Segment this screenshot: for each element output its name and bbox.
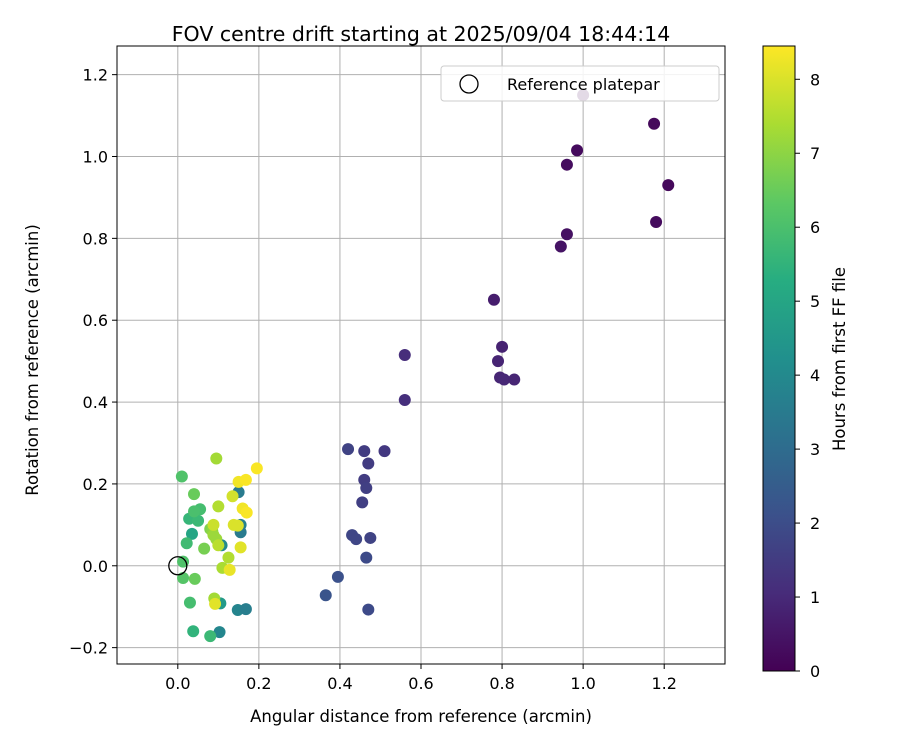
colorbar-tick-label: 5 bbox=[810, 292, 820, 311]
data-point bbox=[188, 572, 201, 585]
x-tick-label: 0.0 bbox=[165, 674, 190, 693]
data-point bbox=[398, 349, 411, 361]
data-point bbox=[650, 215, 663, 228]
data-point bbox=[250, 462, 263, 475]
colorbar-label: Hours from first FF file bbox=[830, 267, 849, 451]
data-point bbox=[183, 596, 196, 609]
data-point bbox=[239, 603, 252, 616]
data-point bbox=[648, 117, 661, 130]
grid-lines bbox=[117, 46, 725, 664]
data-point bbox=[362, 457, 375, 470]
data-point bbox=[398, 394, 411, 407]
data-point bbox=[350, 533, 363, 546]
data-point bbox=[560, 158, 573, 171]
data-point bbox=[226, 490, 239, 503]
data-point bbox=[342, 443, 355, 456]
data-point bbox=[571, 144, 584, 157]
y-tick-label: 1.0 bbox=[83, 148, 108, 167]
data-point bbox=[662, 179, 675, 192]
chart-title: FOV centre drift starting at 2025/09/04 … bbox=[172, 22, 671, 46]
y-tick-label: −0.2 bbox=[69, 639, 108, 658]
data-point bbox=[231, 519, 244, 532]
y-tick-label: 0.2 bbox=[83, 475, 108, 494]
data-point bbox=[180, 537, 193, 550]
x-tick-label: 1.2 bbox=[651, 674, 676, 693]
data-point bbox=[185, 527, 198, 540]
legend: Reference platepar bbox=[440, 65, 720, 102]
data-point bbox=[187, 625, 200, 638]
data-point bbox=[177, 555, 190, 568]
legend-label: Reference platepar bbox=[507, 75, 660, 94]
colorbar-tick-label: 4 bbox=[810, 366, 820, 385]
data-point bbox=[360, 551, 373, 564]
data-point bbox=[487, 293, 500, 306]
data-point bbox=[239, 473, 252, 486]
colorbar-tick-label: 1 bbox=[810, 588, 820, 607]
data-point bbox=[560, 228, 573, 241]
colorbar-tick-label: 3 bbox=[810, 440, 820, 459]
y-tick-label: 0.8 bbox=[83, 229, 108, 248]
reference-platepar-marker bbox=[168, 556, 188, 576]
data-points bbox=[175, 89, 675, 643]
colorbar bbox=[762, 45, 796, 672]
colorbar-ticks: 0 1 2 3 4 5 6 7 8 bbox=[795, 70, 820, 681]
data-point bbox=[234, 541, 247, 554]
data-point bbox=[192, 514, 205, 527]
data-point bbox=[212, 500, 225, 513]
x-axis-label: Angular distance from reference (arcmin) bbox=[250, 707, 592, 726]
x-tick-label: 0.8 bbox=[489, 674, 514, 693]
data-point bbox=[356, 496, 369, 509]
data-point bbox=[188, 505, 201, 518]
data-point bbox=[222, 551, 235, 564]
colorbar-tick-label: 0 bbox=[810, 662, 820, 681]
x-tick-label: 0.4 bbox=[327, 674, 352, 693]
legend-box bbox=[440, 65, 720, 102]
data-point bbox=[188, 488, 201, 501]
y-tick-label: 1.2 bbox=[83, 66, 108, 85]
colorbar-tick-label: 6 bbox=[810, 218, 820, 237]
y-axis-label: Rotation from reference (arcmin) bbox=[23, 224, 42, 496]
y-tick-label: 0.4 bbox=[83, 393, 108, 412]
reference-marker bbox=[168, 556, 188, 576]
data-point bbox=[362, 603, 375, 616]
colorbar-tick-label: 7 bbox=[810, 144, 820, 163]
data-point bbox=[496, 340, 509, 353]
data-point bbox=[223, 563, 236, 576]
data-point bbox=[213, 626, 226, 639]
data-point bbox=[358, 445, 371, 458]
data-point bbox=[508, 373, 521, 386]
colorbar-tick-label: 8 bbox=[810, 70, 820, 89]
data-point bbox=[492, 355, 505, 368]
data-point bbox=[210, 452, 223, 465]
data-point bbox=[554, 240, 567, 253]
x-tick-label: 1.0 bbox=[570, 674, 595, 693]
data-point bbox=[360, 482, 373, 495]
y-tick-label: 0.6 bbox=[83, 311, 108, 330]
data-point bbox=[204, 630, 217, 643]
colorbar-tick-label: 2 bbox=[810, 514, 820, 533]
data-point bbox=[364, 531, 377, 544]
data-point bbox=[175, 470, 188, 483]
data-point bbox=[378, 445, 391, 458]
data-point bbox=[209, 597, 222, 610]
data-point bbox=[198, 542, 211, 555]
x-axis-ticks: 0.0 0.2 0.4 0.6 0.8 1.0 1.2 bbox=[165, 664, 677, 693]
x-tick-label: 0.6 bbox=[408, 674, 433, 693]
data-point bbox=[212, 539, 225, 552]
data-point bbox=[331, 570, 344, 583]
data-point bbox=[319, 589, 332, 602]
y-tick-label: 0.0 bbox=[83, 557, 108, 576]
data-point bbox=[207, 518, 220, 531]
data-point bbox=[498, 373, 511, 386]
y-axis-ticks: −0.2 0.0 0.2 0.4 0.6 0.8 1.0 1.2 bbox=[69, 66, 117, 658]
data-point bbox=[240, 506, 253, 519]
legend-open-circle-marker bbox=[459, 74, 479, 94]
x-tick-label: 0.2 bbox=[246, 674, 271, 693]
